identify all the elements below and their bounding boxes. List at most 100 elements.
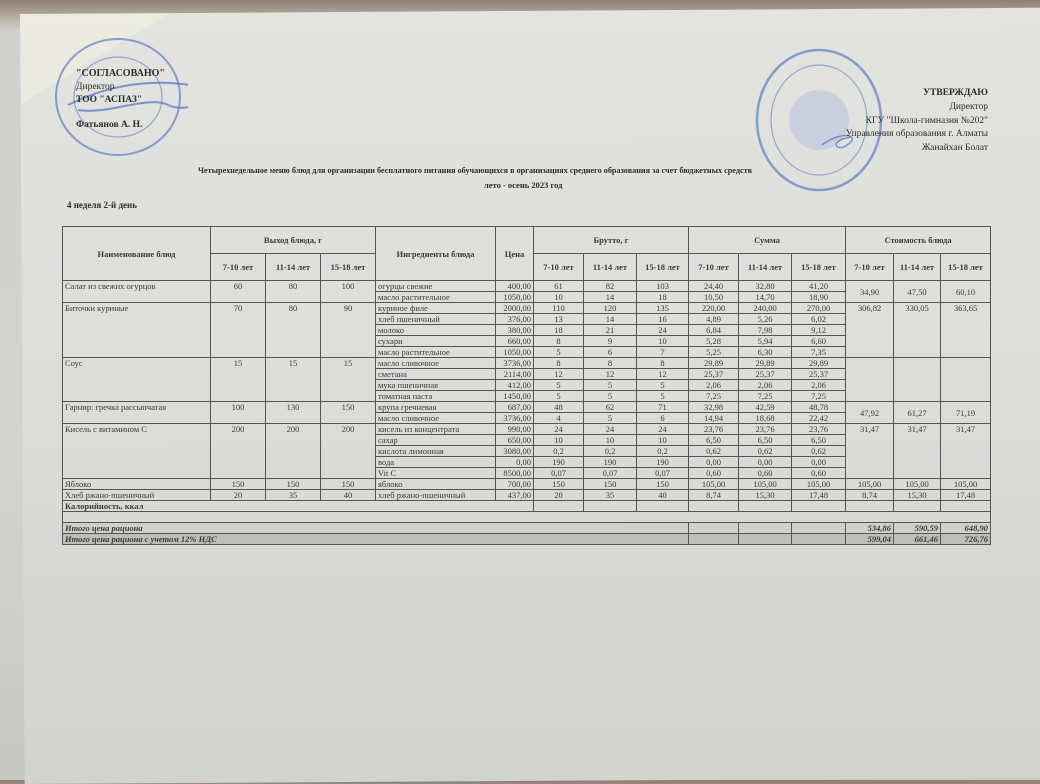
dish-yield: 80 (265, 280, 321, 303)
ingredient-name: томатная паста (375, 390, 496, 402)
ingredient-sum: 2,06 (791, 379, 847, 391)
ingredient-sum: 18,90 (791, 291, 847, 303)
ingredient-sum: 17,48 (791, 489, 847, 501)
total-value: 534,86 (845, 522, 895, 534)
ingredient-price: 2000,00 (495, 302, 534, 314)
ingredient-sum: 105,00 (738, 478, 793, 490)
dish-yield: 20 (210, 489, 266, 501)
ingredient-sum: 240,00 (738, 302, 793, 314)
ingredient-name: хлеб пшеничный (375, 313, 496, 325)
ingredient-price: 1050,00 (495, 291, 534, 303)
approval-right-name: Жанайхан Болат (921, 143, 988, 153)
ingredient-price: 2114,00 (495, 368, 534, 380)
dish-yield: 60 (210, 280, 266, 303)
ingredient-sum: 18,68 (738, 412, 793, 424)
table-row: Гарнир: гречка рассыпчатая 100 130 150 крупа… (62, 401, 992, 424)
ingredient-brutto: 40 (635, 489, 690, 501)
calories-label: Калорийность, ккал (62, 500, 534, 512)
ingredient-brutto: 13 (533, 313, 584, 325)
ingredient-sum: 2,06 (688, 379, 740, 391)
ingredient-brutto: 135 (635, 302, 690, 314)
ingredient-brutto: 10 (635, 335, 690, 347)
ingredient-brutto: 62 (583, 401, 637, 413)
table-row: Биточки куриные 70 80 90 куриное филе 2000,00… (62, 302, 992, 358)
table-row: Хлеб ржано-пшеничный 20 35 40 хлеб ржано-пше… (62, 489, 992, 501)
ingredient-sum: 9,12 (791, 324, 847, 336)
ingredient-brutto: 16 (635, 313, 690, 325)
table-row: Яблоко 150 150 150 яблоко 700,00 150 150 150 105,… (62, 478, 992, 490)
ingredient-sum: 23,76 (738, 423, 793, 435)
total-row: Итого цена рациона 534,86 590,59 648,90 (61, 522, 992, 534)
total-vat-row: Итого цена рациона с учетом 12% НДС 599,0… (61, 533, 992, 545)
dish-yield: 150 (320, 401, 376, 424)
ingredient-sum: 48,78 (791, 401, 847, 413)
menu-table-body: Салат из свежих огурцов 60 80 100 огурцы све… (61, 280, 992, 545)
ingredient-brutto: 7 (635, 346, 690, 358)
calories-value (635, 500, 690, 512)
total-value: 590,59 (893, 522, 942, 534)
header-yield: Выход блюда, г (210, 226, 376, 254)
ingredient-brutto: 5 (635, 379, 690, 391)
ingredient-brutto: 5 (635, 390, 690, 402)
ingredient-sum: 41,20 (791, 280, 847, 292)
header-age: 11-14 лет (738, 253, 793, 281)
ingredient-sum: 7,25 (738, 390, 793, 402)
header-age: 15-18 лет (791, 253, 847, 281)
header-age: 15-18 лет (635, 253, 690, 281)
ingredient-sum: 105,00 (688, 478, 740, 490)
ingredient-sum: 32,98 (688, 401, 740, 413)
approval-left-role: Директор (76, 82, 115, 92)
ingredient-name: молоко (375, 324, 496, 336)
dish-name: Яблоко (62, 478, 211, 490)
ingredient-sum: 0,62 (791, 445, 847, 457)
ingredient-name: масло сливочное (375, 357, 496, 369)
ingredient-brutto: 0,07 (583, 467, 637, 479)
header-dish: Наименование блюд (62, 226, 211, 281)
dish-yield: 70 (210, 302, 266, 358)
table-row: Соус 15 15 15 масло сливочное 3736,00 8 8 8 29,89… (62, 357, 992, 402)
ingredient-name: масло сливочное (375, 412, 496, 424)
dish-yield: 40 (320, 489, 376, 501)
ingredient-brutto: 24 (583, 423, 637, 435)
table-row: томатная паста 1450,00 5 5 5 7,25 7,25 7,25 (63, 390, 991, 402)
dish-yield: 15 (210, 357, 266, 402)
dish-yield: 150 (265, 478, 321, 490)
ingredient-sum: 0,62 (688, 445, 740, 457)
dish-cost: 71,19 (940, 401, 992, 424)
age-header-row: 7-10 лет 11-14 лет 15-18 лет 7-10 лет 11-14 … (63, 253, 992, 281)
ingredient-sum: 7,25 (791, 390, 847, 402)
dish-cost: 330,05 (893, 302, 942, 358)
ingredient-brutto: 6 (635, 412, 690, 424)
dish-yield: 80 (265, 302, 321, 358)
header-age: 7-10 лет (533, 253, 584, 281)
approval-right-role: Директор (949, 102, 988, 112)
ingredient-brutto: 0,2 (583, 445, 637, 457)
calories-value (940, 500, 992, 512)
header-age: 7-10 лет (688, 253, 740, 281)
ingredient-sum: 7,25 (688, 390, 740, 402)
ingredient-sum: 0,00 (688, 456, 740, 468)
header-age: 15-18 лет (320, 253, 376, 281)
ingredient-brutto: 8 (533, 357, 584, 369)
dish-name: Соус (62, 357, 211, 402)
ingredient-brutto: 190 (533, 456, 584, 468)
blank-row (61, 511, 992, 523)
ingredient-name: крупа гречневая (375, 401, 496, 413)
ingredient-sum: 0,00 (791, 456, 847, 468)
dish-name: Салат из свежих огурцов (62, 280, 211, 303)
ingredient-price: 687,00 (495, 401, 534, 413)
calories-row: Калорийность, ккал (62, 500, 992, 512)
ingredient-brutto: 12 (583, 368, 637, 380)
ingredient-sum: 8,74 (688, 489, 740, 501)
ingredient-name: сухари (375, 335, 496, 347)
ingredient-sum: 5,25 (688, 346, 740, 358)
header-brutto: Брутто, г (532, 226, 690, 254)
ingredient-brutto: 9 (583, 335, 637, 347)
dish-yield: 150 (210, 478, 266, 490)
ingredient-price: 1050,00 (495, 346, 534, 358)
ingredient-brutto: 35 (583, 489, 637, 501)
header-age: 7-10 лет (210, 253, 266, 281)
ingredient-brutto: 24 (533, 423, 584, 435)
ingredient-sum: 23,76 (791, 423, 847, 435)
ingredient-brutto: 190 (583, 456, 637, 468)
